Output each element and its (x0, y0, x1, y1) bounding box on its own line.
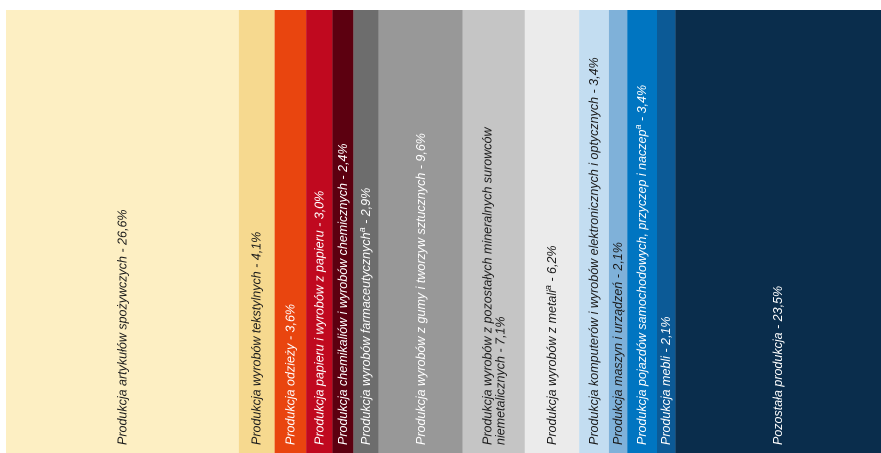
segment-3: Produkcja odzieży - 3,6% (274, 10, 307, 453)
segment-2: Produkcja wyrobów tekstylnych - 4,1% (238, 10, 275, 453)
segment-bar (378, 10, 463, 453)
segment-label: Produkcja wyrobów tekstylnych - 4,1% (250, 232, 264, 445)
segment-11: Produkcja maszyn i urządzeń - 2,1% (608, 10, 628, 453)
segment-label: Produkcja wyrobów z pozostałych mineraln… (480, 127, 494, 445)
segment-bar (332, 10, 354, 453)
segment-1: Produkcja artykułów spożywczych - 26,6% (6, 10, 239, 453)
segment-9: Produkcja wyrobów z metalia - 6,2% (524, 10, 580, 453)
segment-label: Produkcja wyrobów farmaceutycznycha - 2,… (357, 188, 373, 445)
segment-label: Produkcja papieru i wyrobów z papieru - … (312, 191, 326, 445)
segment-bar (524, 10, 580, 453)
segment-12: Produkcja pojazdów samochodowych, przycz… (627, 10, 657, 453)
segment-label: niemetalicznych - 7,1% (493, 316, 507, 445)
segment-label: Produkcja chemikaliów i wyrobów chemiczn… (336, 143, 350, 445)
segment-bar (627, 10, 657, 453)
segment-bar (238, 10, 275, 453)
segment-bar (608, 10, 628, 453)
segment-bar (657, 10, 676, 453)
segment-label: Produkcja wyrobów z metalia - 6,2% (543, 245, 559, 445)
segment-5: Produkcja chemikaliów i wyrobów chemiczn… (332, 10, 354, 453)
segment-label: Produkcja maszyn i urządzeń - 2,1% (611, 242, 625, 445)
segment-bar (579, 10, 609, 453)
segment-bar (462, 10, 525, 453)
segment-label: Produkcja pojazdów samochodowych, przycz… (633, 85, 649, 445)
segment-bar (6, 10, 239, 453)
segment-label: Produkcja wyrobów z gumy i tworzyw sztuc… (414, 133, 428, 445)
segment-label: Produkcja mebli - 2,1% (659, 316, 673, 445)
segment-bar (274, 10, 307, 453)
segment-label: Produkcja odzieży - 3,6% (283, 304, 297, 445)
segment-7: Produkcja wyrobów z gumy i tworzyw sztuc… (378, 10, 463, 453)
segment-8: Produkcja wyrobów z pozostałych mineraln… (462, 10, 525, 453)
segment-label: Pozostała produkcja - 23,5% (771, 286, 785, 445)
segment-label: Produkcja artykułów spożywczych - 26,6% (115, 209, 129, 445)
segment-4: Produkcja papieru i wyrobów z papieru - … (306, 10, 333, 453)
segment-label: Produkcja komputerów i wyrobów elektroni… (587, 57, 601, 445)
segment-14: Pozostała produkcja - 23,5% (675, 10, 881, 453)
segment-10: Produkcja komputerów i wyrobów elektroni… (579, 10, 609, 453)
segment-6: Produkcja wyrobów farmaceutycznycha - 2,… (353, 10, 379, 453)
segment-bar (353, 10, 379, 453)
segment-bar (306, 10, 333, 453)
segment-bar (675, 10, 881, 453)
segment-13: Produkcja mebli - 2,1% (657, 10, 676, 453)
